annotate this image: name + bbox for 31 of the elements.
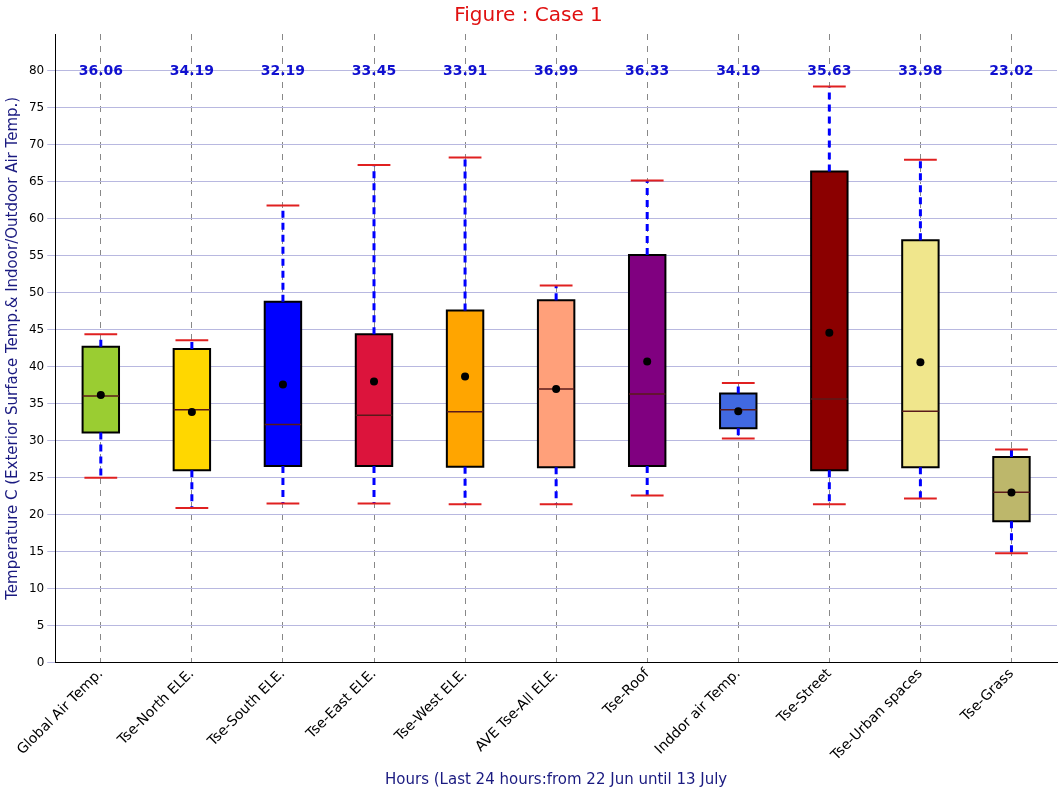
y-tick-label: 40	[28, 358, 45, 373]
annotation: 23.02	[989, 61, 1034, 78]
annotation: 36.06	[78, 61, 123, 78]
annotation: 36.99	[533, 61, 579, 78]
y-tick-label: 80	[28, 63, 45, 78]
y-tick-label: 35	[28, 395, 45, 410]
y-tick-label: 0	[36, 654, 45, 669]
y-tick-label: 75	[28, 100, 45, 115]
y-tick-label: 20	[28, 506, 45, 521]
annotation: 33.98	[898, 61, 943, 78]
annotation: 35.63	[807, 61, 852, 78]
annotation: 34.19	[716, 61, 761, 78]
annotation: 32.19	[260, 61, 306, 78]
y-tick-label: 70	[28, 137, 45, 152]
y-tick-label: 15	[28, 543, 45, 558]
y-tick-label: 65	[28, 174, 45, 189]
y-tick-label: 10	[28, 580, 45, 595]
y-tick-label: 5	[36, 617, 45, 632]
y-tick-label: 25	[28, 469, 45, 484]
annotation: 33.45	[351, 61, 397, 78]
x-axis-title: Hours (Last 24 hours:from 22 Jun until 13 July	[385, 769, 728, 788]
annotation: 36.33	[625, 61, 670, 78]
y-axis-title: Temperature C (Exterior Surface Temp.& Indoor/Outdoor Air Temp.)	[2, 96, 21, 601]
y-tick-label: 30	[28, 432, 45, 447]
annotation: 34.19	[169, 61, 215, 78]
y-tick-label: 45	[28, 321, 45, 336]
chart-title: Figure : Case 1	[454, 2, 603, 27]
y-tick-label: 50	[28, 284, 45, 299]
y-tick-label: 60	[28, 211, 45, 226]
y-tick-label: 55	[28, 247, 45, 262]
annotation: 33.91	[442, 61, 488, 78]
